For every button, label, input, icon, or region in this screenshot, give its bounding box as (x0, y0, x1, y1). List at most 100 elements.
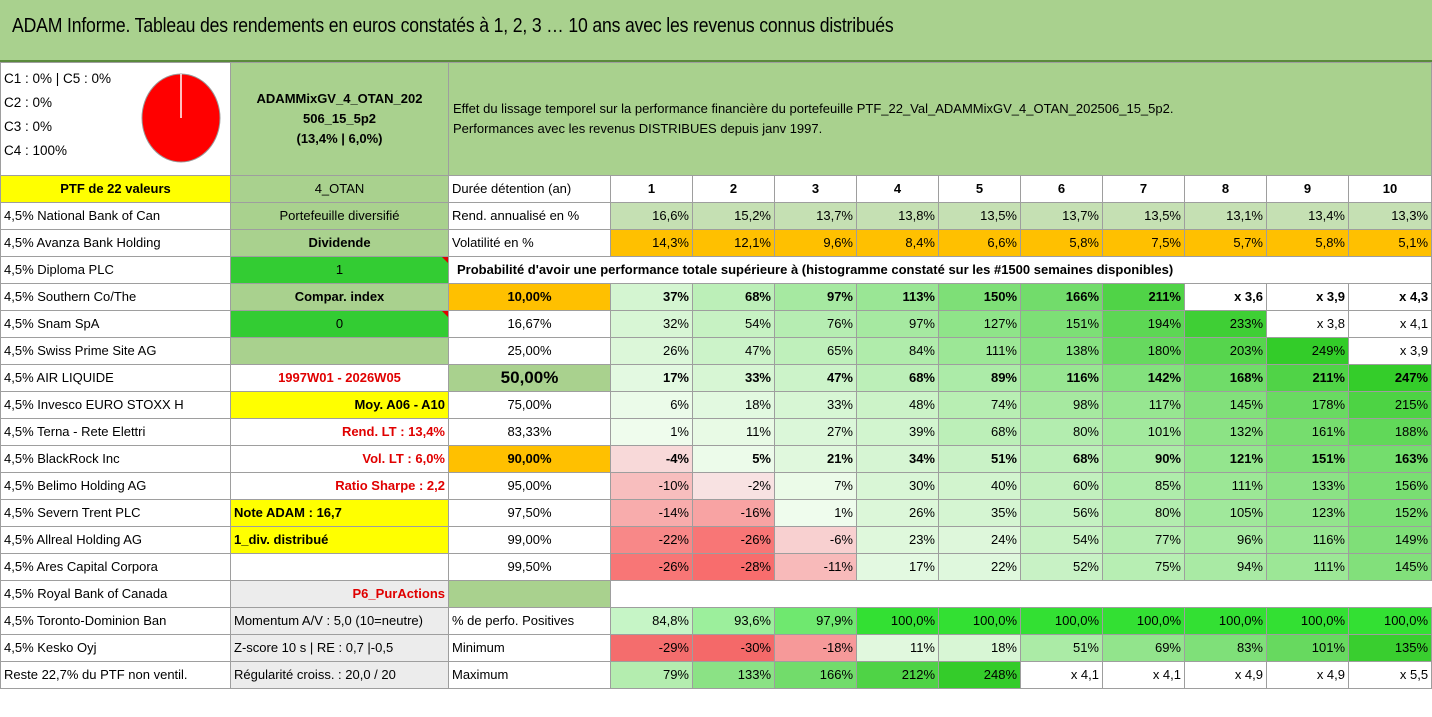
holding-name: 4,5% Swiss Prime Site AG (0, 337, 231, 365)
portfolio-name-cell: ADAMMixGV_4_OTAN_202 506_15_5p2 (13,4% |… (230, 62, 449, 176)
min-value: -18% (774, 634, 857, 662)
effet-cell: Effet du lissage temporel sur la perform… (447, 62, 1432, 176)
probability-label: 95,00% (448, 472, 611, 500)
prob-row: 4,5% Terna - Rete Elettri Rend. LT : 13,4… (0, 418, 1432, 446)
year-header: 4 (856, 175, 939, 203)
probability-value: 123% (1266, 499, 1349, 527)
composition-line-1: C1 : 0% | C5 : 0% (4, 71, 112, 86)
probability-value: 80% (1020, 418, 1103, 446)
composition-line-4: C4 : 100% (4, 143, 68, 158)
vol-value: 8,4% (856, 229, 939, 257)
max-value: 212% (856, 661, 939, 689)
min-value: 135% (1347, 634, 1432, 662)
probability-value: 249% (1266, 337, 1349, 365)
min-label: Minimum (448, 634, 611, 662)
vol-value: 9,6% (774, 229, 857, 257)
probability-value: x 3,9 (1347, 337, 1432, 365)
indicator-cell: 0 (230, 310, 449, 338)
probability-value: x 3,6 (1184, 283, 1267, 311)
rend-value: 13,3% (1347, 202, 1432, 230)
probability-label: 25,00% (448, 337, 611, 365)
probability-value: 138% (1020, 337, 1103, 365)
prob-row: 4,5% Southern Co/The Compar. index 10,00% 3… (0, 283, 1432, 311)
year-header: 9 (1266, 175, 1349, 203)
probability-value: -14% (610, 499, 693, 527)
min-row: 4,5% Kesko Oyj Z-score 10 s | RE : 0,7 |-… (0, 634, 1432, 662)
probability-value: 35% (938, 499, 1021, 527)
probability-value: 89% (938, 364, 1021, 392)
vol-value: 5,7% (1184, 229, 1267, 257)
probability-value: 47% (774, 364, 857, 392)
probability-value: 33% (774, 391, 857, 419)
probability-value: 111% (938, 337, 1021, 365)
probability-label: 97,50% (448, 499, 611, 527)
spacer-row: 4,5% Royal Bank of Canada P6_PurActions (0, 580, 1432, 608)
probability-value: 149% (1347, 526, 1432, 554)
probability-value: -6% (774, 526, 857, 554)
holding-name: 4,5% Terna - Rete Elettri (0, 418, 231, 446)
indicator-cell: Portefeuille diversifié (230, 202, 449, 230)
probability-value: 32% (610, 310, 693, 338)
pos-label: % de perfo. Positives (448, 607, 611, 635)
probability-value: 75% (1102, 553, 1185, 581)
rend-value: 16,6% (610, 202, 693, 230)
info-row: C1 : 0% | C5 : 0% C2 : 0% C3 : 0% C4 : 1… (0, 62, 1432, 176)
probability-value: 97% (856, 310, 939, 338)
title-banner: ADAM Informe. Tableau des rendements en … (0, 0, 1432, 62)
probability-value: 18% (692, 391, 775, 419)
indicator-cell: Note ADAM : 16,7 (230, 499, 449, 527)
prob-row: 4,5% Invesco EURO STOXX H Moy. A06 - A10 7… (0, 391, 1432, 419)
probability-value: 145% (1184, 391, 1267, 419)
rend-value: 15,2% (692, 202, 775, 230)
probability-value: x 3,9 (1266, 283, 1349, 311)
probability-label: 50,00% (448, 364, 611, 392)
pos-value: 100,0% (1347, 607, 1432, 635)
probability-value: 34% (856, 445, 939, 473)
max-value: x 4,9 (1184, 661, 1267, 689)
probability-value: 145% (1347, 553, 1432, 581)
probability-value: 247% (1347, 364, 1432, 392)
probability-value: 133% (1266, 472, 1349, 500)
probability-value: 211% (1266, 364, 1349, 392)
vol-value: 12,1% (692, 229, 775, 257)
report-title: ADAM Informe. Tableau des rendements en … (12, 14, 894, 37)
composition-pie-icon (141, 73, 221, 163)
probability-value: 11% (692, 418, 775, 446)
prob-row: 4,5% BlackRock Inc Vol. LT : 6,0% 90,00% -4… (0, 445, 1432, 473)
probability-value: 23% (856, 526, 939, 554)
rend-label: Rend. annualisé en % (448, 202, 611, 230)
probability-value: x 3,8 (1266, 310, 1349, 338)
probability-value: -26% (610, 553, 693, 581)
effet-line-1: Effet du lissage temporel sur la perform… (453, 101, 1174, 116)
probability-value: 215% (1347, 391, 1432, 419)
holding-name: 4,5% Ares Capital Corpora (0, 553, 231, 581)
probability-value: 127% (938, 310, 1021, 338)
indicator-cell: Rend. LT : 13,4% (230, 418, 449, 446)
probability-value: -22% (610, 526, 693, 554)
probability-value: 54% (692, 310, 775, 338)
probability-value: 94% (1184, 553, 1267, 581)
indicator-cell: Ratio Sharpe : 2,2 (230, 472, 449, 500)
holding-name: Reste 22,7% du PTF non ventil. (0, 661, 231, 689)
probability-value: -11% (774, 553, 857, 581)
vol-value: 5,8% (1266, 229, 1349, 257)
pos-value: 100,0% (938, 607, 1021, 635)
probability-value: x 4,1 (1347, 310, 1432, 338)
probability-value: 24% (938, 526, 1021, 554)
pos-value: 84,8% (610, 607, 693, 635)
probability-value: 54% (1020, 526, 1103, 554)
holding-name: 4,5% Kesko Oyj (0, 634, 231, 662)
probability-value: 166% (1020, 283, 1103, 311)
indicator-cell (230, 337, 449, 365)
probability-value: 111% (1266, 553, 1349, 581)
vol-label: Volatilité en % (448, 229, 611, 257)
probability-value: -2% (692, 472, 775, 500)
composition-box: C1 : 0% | C5 : 0% C2 : 0% C3 : 0% C4 : 1… (0, 62, 231, 176)
probability-value: 150% (938, 283, 1021, 311)
indicator-cell: Compar. index (230, 283, 449, 311)
probability-value: 105% (1184, 499, 1267, 527)
years-header-row: PTF de 22 valeurs 4_OTAN Durée détention (… (0, 175, 1432, 203)
year-header: 5 (938, 175, 1021, 203)
probability-value: 68% (938, 418, 1021, 446)
holding-name: 4,5% Royal Bank of Canada (0, 580, 231, 608)
